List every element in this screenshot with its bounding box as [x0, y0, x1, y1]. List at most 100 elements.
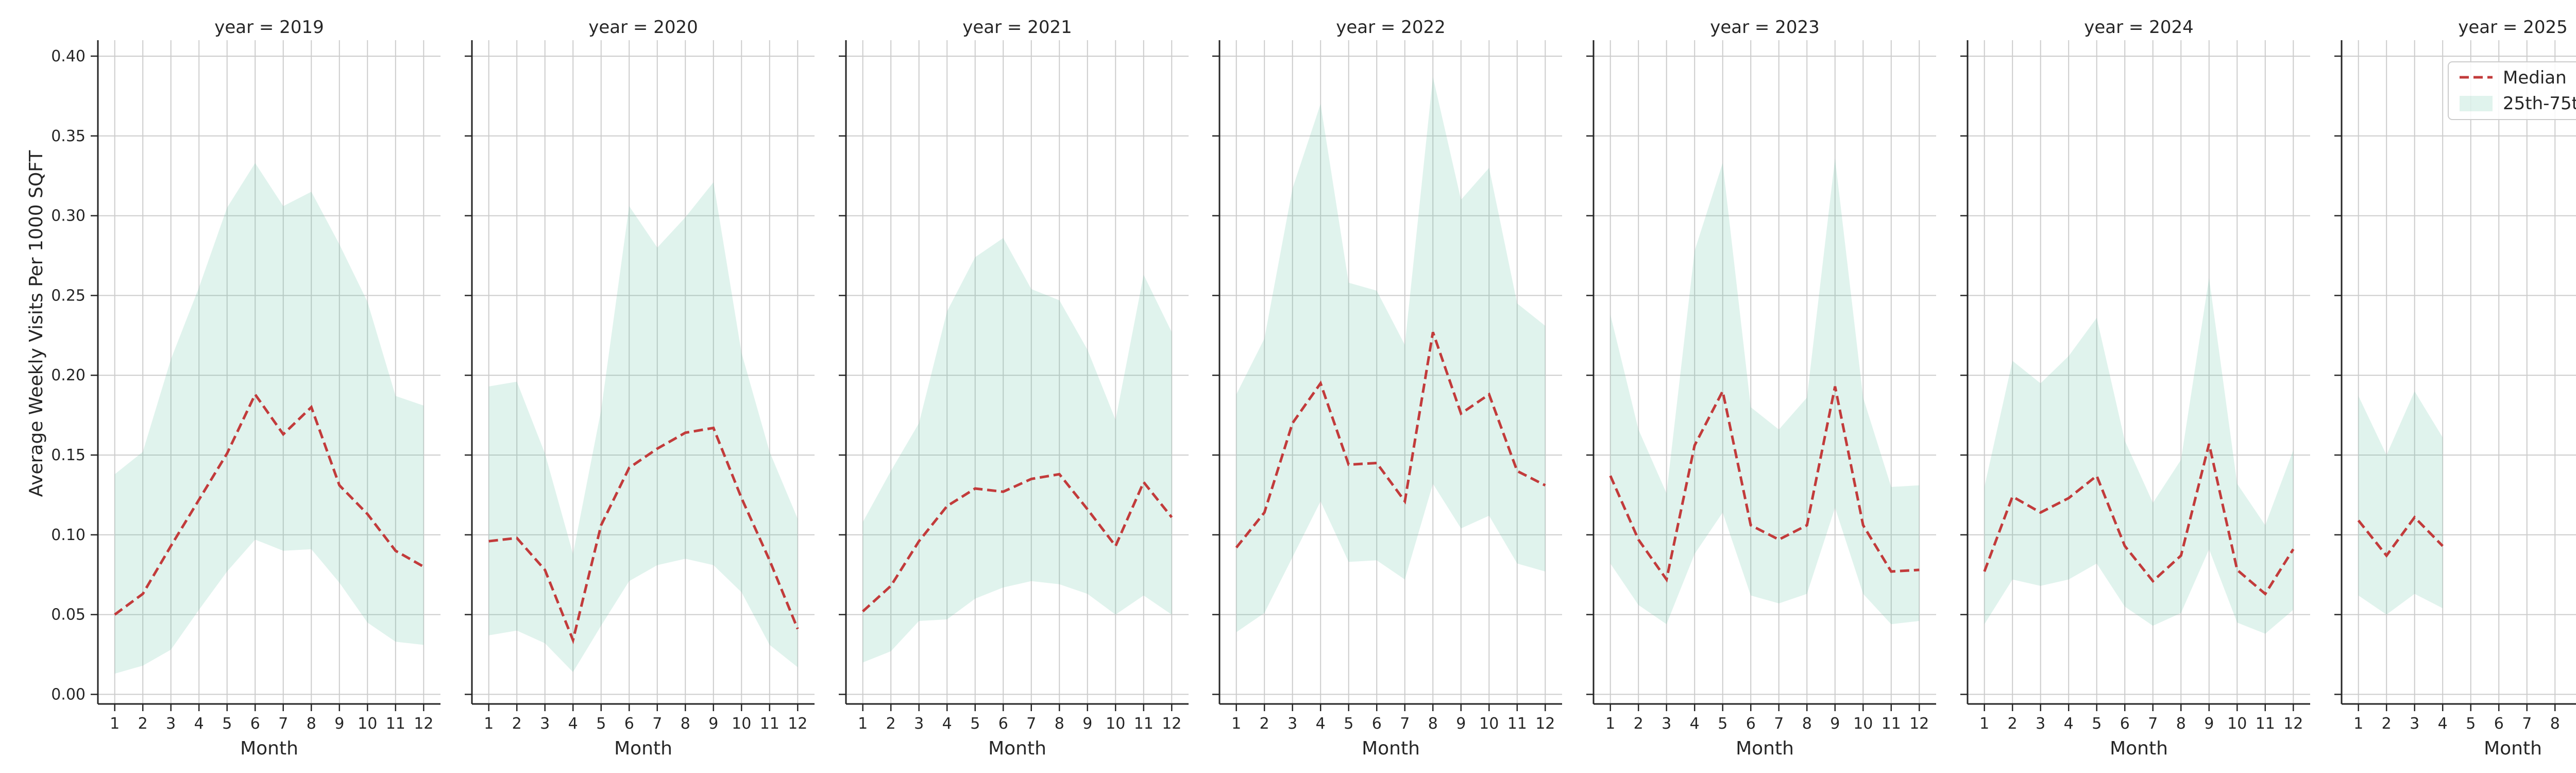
panel-title: year = 2019 [214, 17, 324, 38]
x-tick-label: 7 [1774, 715, 1784, 733]
y-tick-label: 0.05 [51, 606, 86, 624]
x-tick-label: 8 [1055, 715, 1064, 733]
x-tick-label: 2 [1260, 715, 1269, 733]
x-tick-label: 7 [1400, 715, 1410, 733]
x-tick-label: 4 [1316, 715, 1326, 733]
x-tick-label: 10 [358, 715, 377, 733]
legend-band-label: 25th-75th Percentile [2503, 93, 2576, 114]
panel-2019: 0.000.050.100.150.200.250.300.350.401 2 3 4… [51, 17, 440, 759]
panel-title: year = 2022 [1336, 17, 1445, 38]
x-tick-label: 3 [914, 715, 924, 733]
x-axis-label: Month [988, 738, 1046, 759]
x-tick-label: 6 [1372, 715, 1382, 733]
x-tick-label: 8 [1802, 715, 1812, 733]
y-tick-label: 0.30 [51, 207, 86, 225]
median-line [2357, 515, 2444, 558]
x-tick-label: 2 [2008, 715, 2018, 733]
x-tick-label: 2 [138, 715, 148, 733]
x-tick-label: 5 [970, 715, 980, 733]
x-tick-label: 2 [886, 715, 896, 733]
x-tick-label: 11 [2256, 715, 2275, 733]
x-tick-label: 4 [568, 715, 578, 733]
percentile-band [1610, 158, 1920, 625]
x-tick-label: 5 [2092, 715, 2102, 733]
x-tick-label: 8 [2176, 715, 2186, 733]
y-tick-label: 0.00 [51, 685, 86, 703]
x-tick-label: 7 [1026, 715, 1036, 733]
facet-panels: 0.000.050.100.150.200.250.300.350.401 2 3 4… [51, 17, 2576, 759]
x-tick-label: 11 [1882, 715, 1901, 733]
x-tick-label: 10 [1106, 715, 1125, 733]
legend: Median 25th-75th Percentile [2448, 61, 2576, 120]
median-line [1609, 386, 1920, 583]
x-tick-label: 8 [681, 715, 690, 733]
panel-title: year = 2021 [962, 17, 1072, 38]
x-tick-label: 1 [1231, 715, 1241, 733]
x-tick-label: 6 [1746, 715, 1756, 733]
x-tick-label: 6 [250, 715, 260, 733]
x-tick-label: 5 [222, 715, 232, 733]
y-tick-label: 0.10 [51, 526, 86, 544]
x-tick-label: 4 [942, 715, 952, 733]
x-tick-label: 11 [386, 715, 405, 733]
percentile-band [1236, 77, 1546, 632]
x-tick-label: 9 [334, 715, 344, 733]
x-tick-label: 3 [540, 715, 550, 733]
y-tick-label: 0.20 [51, 366, 86, 384]
x-tick-label: 10 [2227, 715, 2247, 733]
x-tick-label: 3 [1662, 715, 1671, 733]
x-tick-label: 3 [1287, 715, 1297, 733]
x-tick-label: 7 [652, 715, 662, 733]
x-tick-label: 7 [278, 715, 288, 733]
x-tick-label: 11 [760, 715, 779, 733]
x-tick-label: 1 [110, 715, 120, 733]
x-tick-label: 3 [2410, 715, 2419, 733]
x-tick-label: 9 [1830, 715, 1840, 733]
x-tick-label: 3 [166, 715, 176, 733]
y-tick-label: 0.40 [51, 47, 86, 65]
percentile-band [862, 238, 1172, 663]
x-tick-label: 11 [1134, 715, 1154, 733]
legend-band-swatch [2460, 96, 2493, 111]
x-axis-label: Month [2484, 738, 2542, 759]
x-tick-label: 12 [414, 715, 433, 733]
x-tick-label: 1 [484, 715, 494, 733]
x-tick-label: 4 [1690, 715, 1700, 733]
x-tick-label: 2 [512, 715, 522, 733]
panel-title: year = 2023 [1710, 17, 1819, 38]
x-axis-label: Month [2110, 738, 2168, 759]
x-tick-label: 9 [1456, 715, 1466, 733]
x-tick-label: 1 [2353, 715, 2363, 733]
x-tick-label: 4 [194, 715, 204, 733]
x-axis-label: Month [614, 738, 672, 759]
x-tick-label: 12 [788, 715, 807, 733]
x-tick-label: 6 [2494, 715, 2504, 733]
x-tick-label: 2 [2382, 715, 2392, 733]
median-line [488, 426, 799, 645]
x-tick-label: 11 [1507, 715, 1527, 733]
x-tick-label: 12 [1535, 715, 1555, 733]
panel-title: year = 2020 [588, 17, 698, 38]
percentile-band [488, 182, 798, 673]
x-tick-label: 8 [1428, 715, 1438, 733]
x-axis-label: Month [1736, 738, 1794, 759]
median-line [1983, 443, 2295, 596]
percentile-band [114, 163, 424, 674]
percentile-band [1984, 278, 2294, 634]
x-tick-label: 10 [732, 715, 751, 733]
x-tick-label: 10 [1853, 715, 1873, 733]
x-axis-label: Month [1362, 738, 1420, 759]
legend-median-label: Median [2503, 68, 2567, 88]
x-tick-label: 12 [1909, 715, 1929, 733]
median-line [862, 473, 1173, 613]
median-line [1235, 331, 1546, 549]
x-tick-label: 10 [1479, 715, 1499, 733]
x-tick-label: 12 [1162, 715, 1181, 733]
